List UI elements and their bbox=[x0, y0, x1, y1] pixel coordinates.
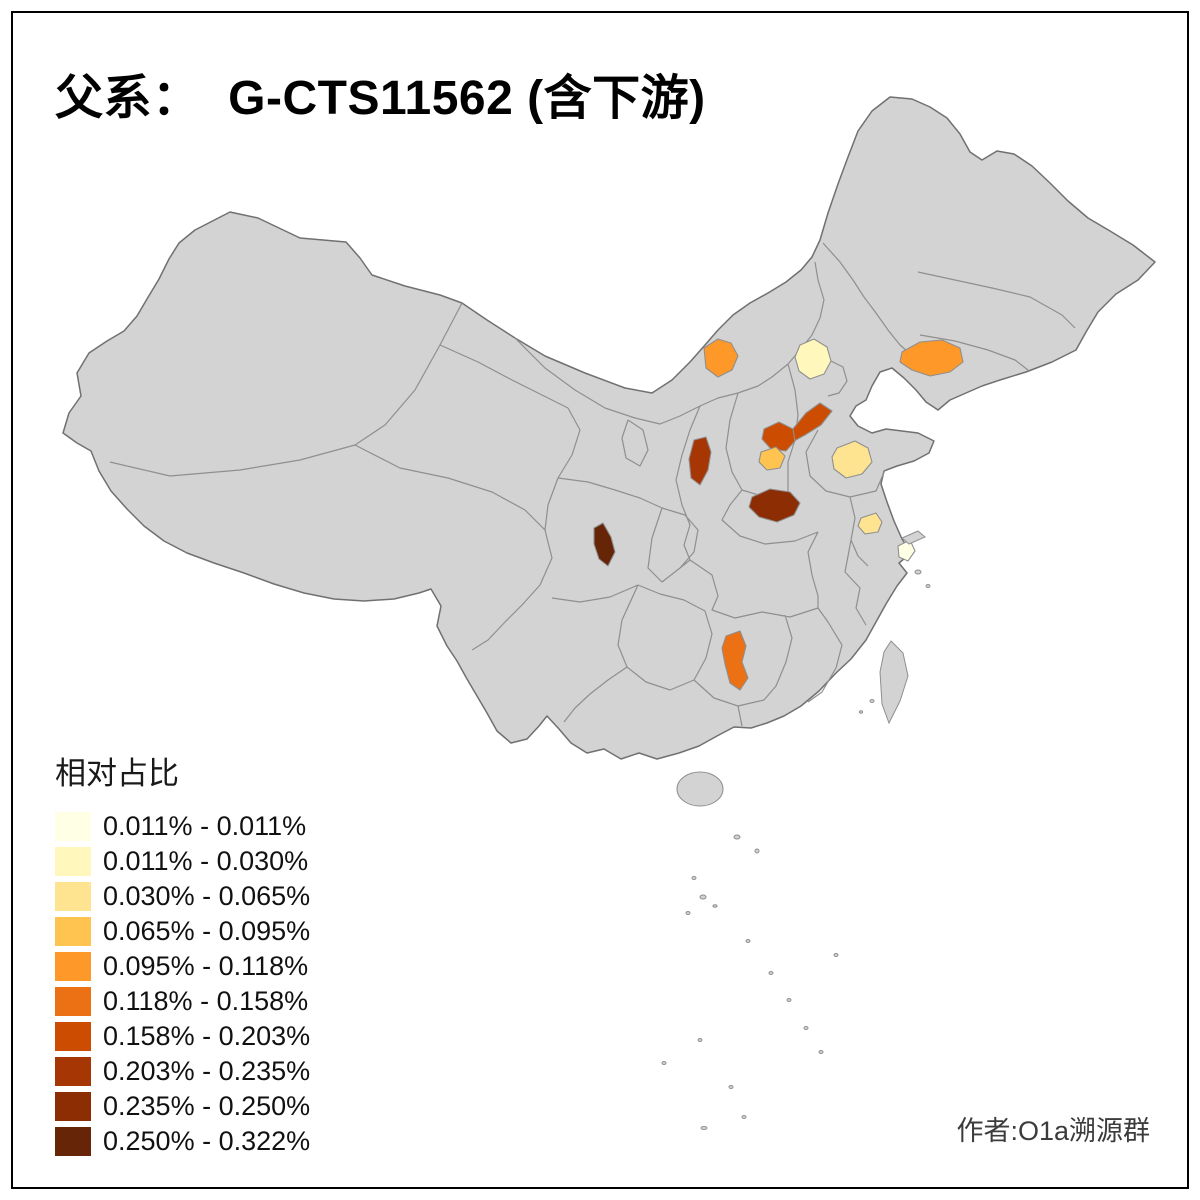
legend-swatch bbox=[55, 882, 91, 911]
islet bbox=[754, 848, 760, 854]
islet bbox=[745, 939, 751, 943]
legend-swatch bbox=[55, 1057, 91, 1086]
highlighted-regions bbox=[593, 338, 964, 691]
legend-label: 0.030% - 0.065% bbox=[103, 881, 311, 911]
region-hunan-west bbox=[721, 630, 749, 691]
legend-swatch bbox=[55, 847, 91, 876]
legend-item: 0.250% - 0.322% bbox=[55, 1124, 310, 1159]
legend-item: 0.011% - 0.011% bbox=[55, 809, 310, 844]
islet bbox=[925, 584, 931, 588]
legend-label: 0.011% - 0.011% bbox=[103, 811, 307, 841]
legend-item: 0.095% - 0.118% bbox=[55, 949, 310, 984]
islet bbox=[818, 1050, 824, 1054]
legend-item: 0.011% - 0.030% bbox=[55, 844, 310, 879]
region-sichuan-west bbox=[593, 522, 616, 567]
islet bbox=[685, 911, 691, 915]
region-beijing bbox=[794, 338, 832, 380]
legend-label: 0.250% - 0.322% bbox=[103, 1126, 311, 1156]
legend-item: 0.235% - 0.250% bbox=[55, 1089, 310, 1124]
islet bbox=[741, 1115, 747, 1119]
islet bbox=[661, 1061, 667, 1065]
legend-label: 0.095% - 0.118% bbox=[103, 951, 309, 981]
region-jiangsu bbox=[857, 512, 883, 535]
legend-label: 0.065% - 0.095% bbox=[103, 916, 311, 946]
legend-swatch bbox=[55, 1022, 91, 1051]
islet bbox=[728, 1085, 734, 1089]
islet bbox=[700, 1126, 708, 1130]
islet bbox=[697, 1038, 703, 1042]
legend-swatch bbox=[55, 1127, 91, 1156]
region-inner-mongolia bbox=[703, 338, 739, 378]
islet bbox=[914, 569, 922, 575]
author-credit: 作者:O1a溯源群 bbox=[956, 1116, 1150, 1146]
islet bbox=[768, 971, 774, 975]
region-shanxi-west bbox=[761, 421, 796, 452]
legend-swatch bbox=[55, 952, 91, 981]
legend-label: 0.203% - 0.235% bbox=[103, 1056, 311, 1086]
legend-swatch bbox=[55, 917, 91, 946]
region-shaanxi bbox=[688, 436, 712, 486]
region-shanxi-east bbox=[791, 402, 833, 442]
china-mainland bbox=[62, 96, 1156, 760]
legend-item: 0.158% - 0.203% bbox=[55, 1019, 310, 1054]
islet bbox=[803, 1026, 809, 1030]
page-title: 父系： G-CTS11562 (含下游) bbox=[55, 72, 706, 125]
legend-title: 相对占比 bbox=[55, 756, 179, 791]
legend-swatch bbox=[55, 812, 91, 841]
legend-label: 0.118% - 0.158% bbox=[103, 986, 309, 1016]
islet bbox=[712, 904, 718, 908]
islet bbox=[733, 834, 741, 840]
legend-label: 0.235% - 0.250% bbox=[103, 1091, 311, 1121]
hainan-island bbox=[676, 771, 724, 807]
legend-label: 0.158% - 0.203% bbox=[103, 1021, 311, 1051]
islet bbox=[691, 876, 697, 880]
region-shandong bbox=[831, 440, 873, 479]
islet bbox=[786, 998, 792, 1002]
legend-swatch bbox=[55, 987, 91, 1016]
region-henan bbox=[748, 488, 801, 523]
region-liaoning bbox=[899, 339, 964, 377]
islet bbox=[833, 953, 839, 957]
legend: 相对占比 0.011% - 0.011% 0.011% - 0.030% 0.0… bbox=[55, 748, 310, 1159]
legend-item: 0.030% - 0.065% bbox=[55, 879, 310, 914]
legend-item: 0.203% - 0.235% bbox=[55, 1054, 310, 1089]
islet bbox=[869, 699, 875, 703]
legend-item: 0.118% - 0.158% bbox=[55, 984, 310, 1019]
islands bbox=[661, 530, 931, 1130]
islet bbox=[699, 894, 707, 900]
legend-item: 0.065% - 0.095% bbox=[55, 914, 310, 949]
islet bbox=[858, 710, 864, 714]
taiwan-island bbox=[879, 640, 909, 725]
legend-label: 0.011% - 0.030% bbox=[103, 846, 309, 876]
legend-swatch bbox=[55, 1092, 91, 1121]
chongming-island bbox=[901, 530, 926, 545]
region-hebei-south bbox=[758, 446, 786, 471]
